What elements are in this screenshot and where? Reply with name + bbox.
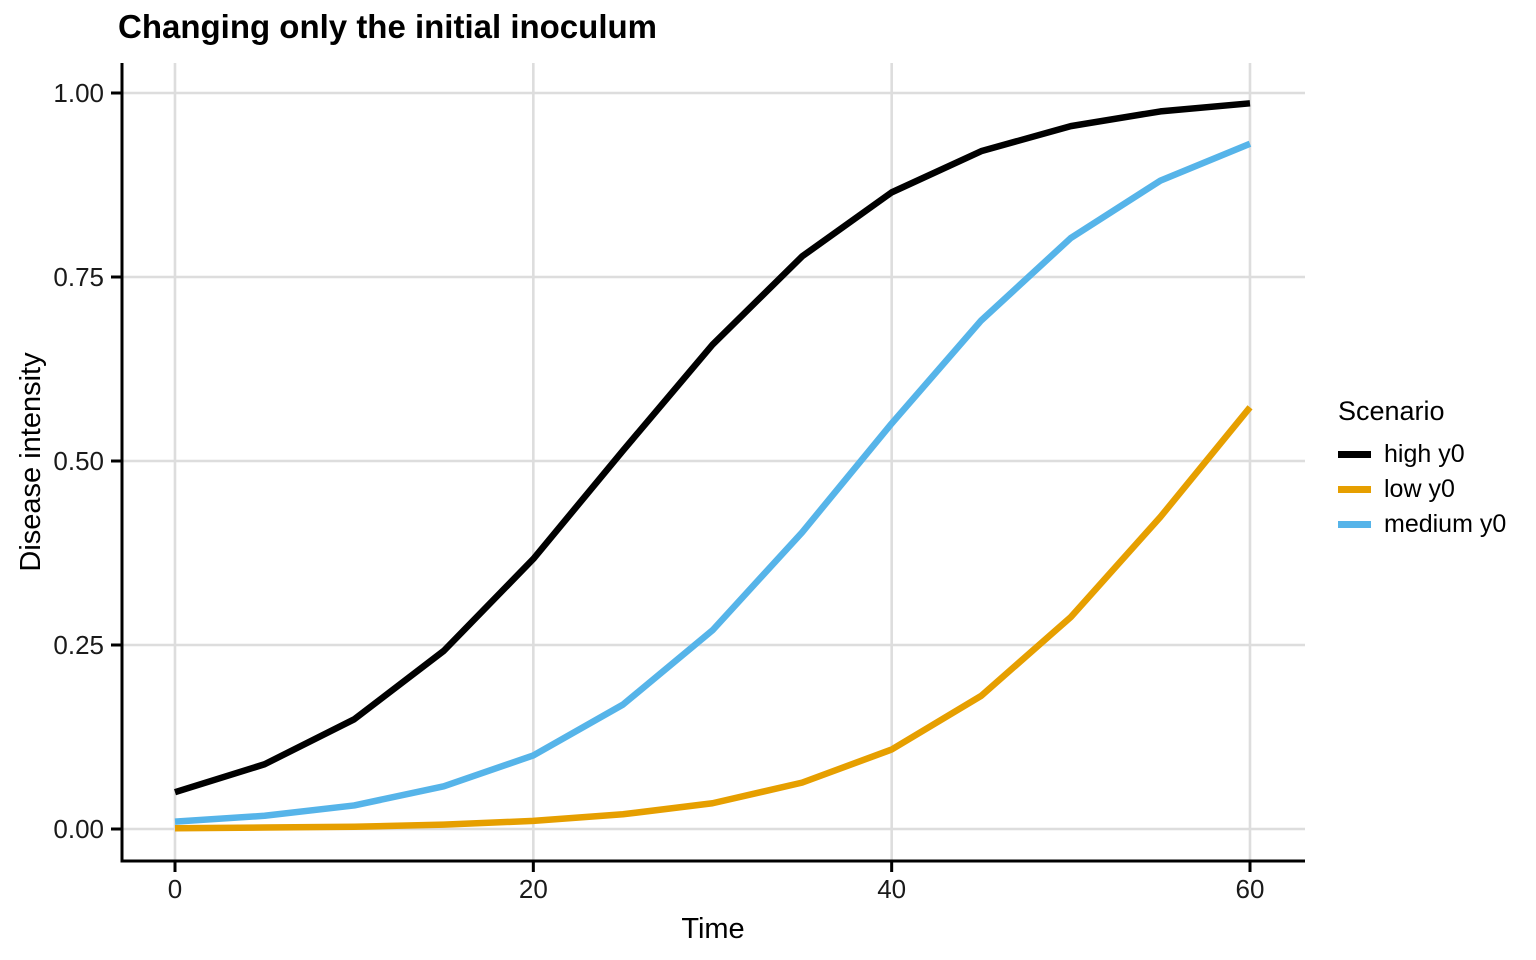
x-tick-label: 20 <box>519 874 548 904</box>
gridlines <box>122 63 1305 861</box>
x-axis-title: Time <box>681 913 744 945</box>
axis-lines <box>111 63 1305 872</box>
legend-key-line <box>1338 521 1371 528</box>
legend-item-high-y0: high y0 <box>1338 437 1506 472</box>
legend-item-medium-y0: medium y0 <box>1338 507 1506 542</box>
legend-key-line <box>1338 486 1371 493</box>
legend-item-label: low y0 <box>1384 475 1455 503</box>
y-tick-label: 0.50 <box>53 446 104 476</box>
y-tick-label: 0.00 <box>53 814 104 844</box>
legend-key-line <box>1338 451 1371 458</box>
legend-item-label: medium y0 <box>1384 510 1507 538</box>
series-line-low-y0 <box>174 405 1253 832</box>
y-tick-label: 0.75 <box>53 262 104 292</box>
y-tick-label: 1.00 <box>53 78 104 108</box>
x-tick-label: 40 <box>877 874 906 904</box>
chart-title: Changing only the initial inoculum <box>118 8 657 45</box>
legend-item-low-y0: low y0 <box>1338 472 1506 507</box>
series-line-high-y0 <box>174 100 1251 796</box>
x-tick-label: 60 <box>1236 874 1265 904</box>
series-line-medium-y0 <box>174 140 1252 825</box>
legend-items: high y0 low y0 medium y0 <box>1338 437 1506 542</box>
legend: Scenario high y0 low y0 medium y0 <box>1338 396 1506 542</box>
legend-title: Scenario <box>1338 396 1445 426</box>
y-axis-title: Disease intensity <box>15 352 47 572</box>
y-tick-label: 0.25 <box>53 630 104 660</box>
series-lines <box>174 100 1253 832</box>
axis-tick-labels: 0 20 40 60 0.00 0.25 0.50 0.75 1.00 <box>53 78 1264 904</box>
x-tick-label: 0 <box>168 874 182 904</box>
legend-item-label: high y0 <box>1384 440 1465 468</box>
